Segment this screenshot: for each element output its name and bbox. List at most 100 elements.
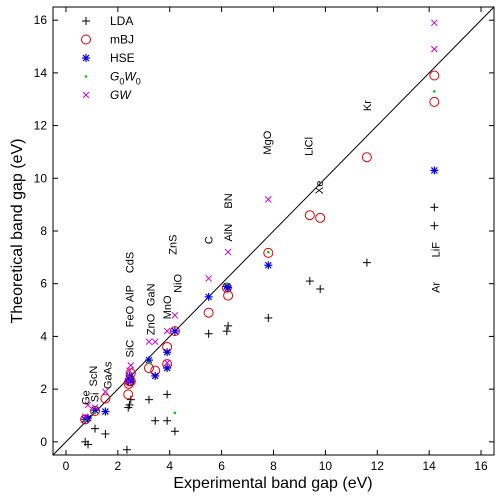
material-label: Kr [362, 100, 374, 111]
y-tick-label: 12 [34, 119, 48, 133]
point-dot [225, 282, 229, 286]
point-circle [429, 70, 440, 81]
point-dot [267, 250, 270, 254]
legend-marker-plus [82, 17, 90, 25]
material-label: AlN [223, 224, 235, 242]
point-plus [163, 390, 172, 399]
point-asterisk [430, 166, 439, 175]
y-tick-label: 14 [34, 66, 48, 80]
point-cross [145, 338, 153, 346]
point-plus [101, 429, 110, 438]
point-cross [84, 401, 92, 409]
legend-label-main: HSE [110, 51, 135, 65]
x-tick-label: 8 [270, 459, 277, 473]
series-cross [81, 19, 438, 421]
x-tick-label: 10 [319, 459, 333, 473]
material-label: Ge [80, 390, 92, 405]
material-label: ScN [88, 366, 100, 387]
x-tick-label: 6 [218, 459, 225, 473]
material-label: CdS [125, 252, 137, 273]
material-label: ZnS [167, 235, 179, 255]
point-plus [144, 395, 153, 404]
point-plus [362, 258, 371, 267]
x-tick-label: 2 [115, 459, 122, 473]
point-asterisk [224, 283, 233, 292]
material-label: AlP [125, 285, 137, 302]
x-tick-label: 12 [371, 459, 385, 473]
point-dot [433, 90, 436, 93]
point-circle [123, 389, 134, 400]
point-plus [305, 277, 314, 286]
point-cross [430, 45, 438, 53]
axis-ticks: 0 2 4 6 8 10 12 14 16 0 2 4 6 8 10 12 14 16 [34, 7, 494, 473]
point-cross [126, 367, 133, 375]
legend-label: LDA [110, 14, 133, 28]
point-dot [173, 411, 177, 415]
point-plus [316, 284, 325, 293]
point-plus [204, 329, 213, 338]
point-plus [151, 416, 160, 425]
point-cross [171, 311, 179, 319]
data-points [80, 19, 440, 454]
y-tick-label: 0 [40, 435, 47, 449]
point-plus [91, 424, 100, 433]
point-asterisk [101, 407, 110, 416]
series-circle [80, 70, 440, 425]
point-cross [205, 275, 213, 282]
point-plus [170, 427, 179, 436]
point-cross [124, 377, 132, 385]
point-plus [125, 400, 134, 409]
material-label: LiF [431, 242, 443, 258]
legend-label-sub2: 0 [136, 77, 141, 87]
series-plus [81, 203, 439, 454]
legend-marker-dot [84, 75, 88, 78]
point-plus [126, 395, 135, 404]
material-label: Xe [314, 181, 326, 194]
point-asterisk [204, 292, 213, 301]
material-label: SiC [125, 340, 137, 358]
y-tick-label: 2 [40, 382, 47, 396]
point-asterisk [170, 327, 179, 336]
point-circle [429, 96, 440, 107]
x-tick-label: 16 [474, 459, 488, 473]
point-cross [125, 372, 133, 380]
point-plus [163, 416, 172, 425]
point-circle [315, 212, 326, 223]
y-tick-label: 6 [40, 277, 47, 291]
point-plus [222, 327, 231, 336]
y-tick-label: 16 [34, 13, 48, 27]
point-cross [91, 404, 99, 411]
point-cross [264, 196, 272, 203]
point-cross [127, 362, 135, 369]
point-circle [100, 393, 111, 404]
point-dot [93, 411, 97, 415]
point-cross [102, 388, 109, 396]
legend-label: HSE [110, 51, 135, 65]
point-cross [163, 359, 171, 367]
legend-item: G0W0 [84, 70, 141, 87]
x-tick-label: 0 [63, 459, 70, 473]
material-label: ZnO [145, 313, 157, 335]
point-cross [163, 327, 171, 335]
material-label: C [204, 236, 216, 244]
point-asterisk [264, 261, 273, 270]
point-plus [264, 313, 273, 322]
material-label: GaAs [102, 361, 114, 389]
legend-label-main: mBJ [110, 33, 134, 47]
legend-item: GW [82, 88, 132, 102]
point-plus [224, 321, 233, 330]
legend-label-main: G [110, 70, 119, 84]
material-label: MnO [162, 295, 174, 319]
legend-item: mBJ [81, 33, 134, 47]
x-tick-label: 4 [166, 459, 173, 473]
legend-label-main: GW [110, 88, 132, 102]
material-label: FeO [125, 305, 137, 327]
x-axis-title: Experimental band gap (eV) [173, 475, 372, 492]
legend-item: LDA [82, 14, 133, 28]
point-cross [81, 413, 89, 421]
legend-label-main2: W [124, 70, 137, 84]
legend-item: HSE [82, 51, 135, 65]
point-plus [430, 203, 439, 212]
